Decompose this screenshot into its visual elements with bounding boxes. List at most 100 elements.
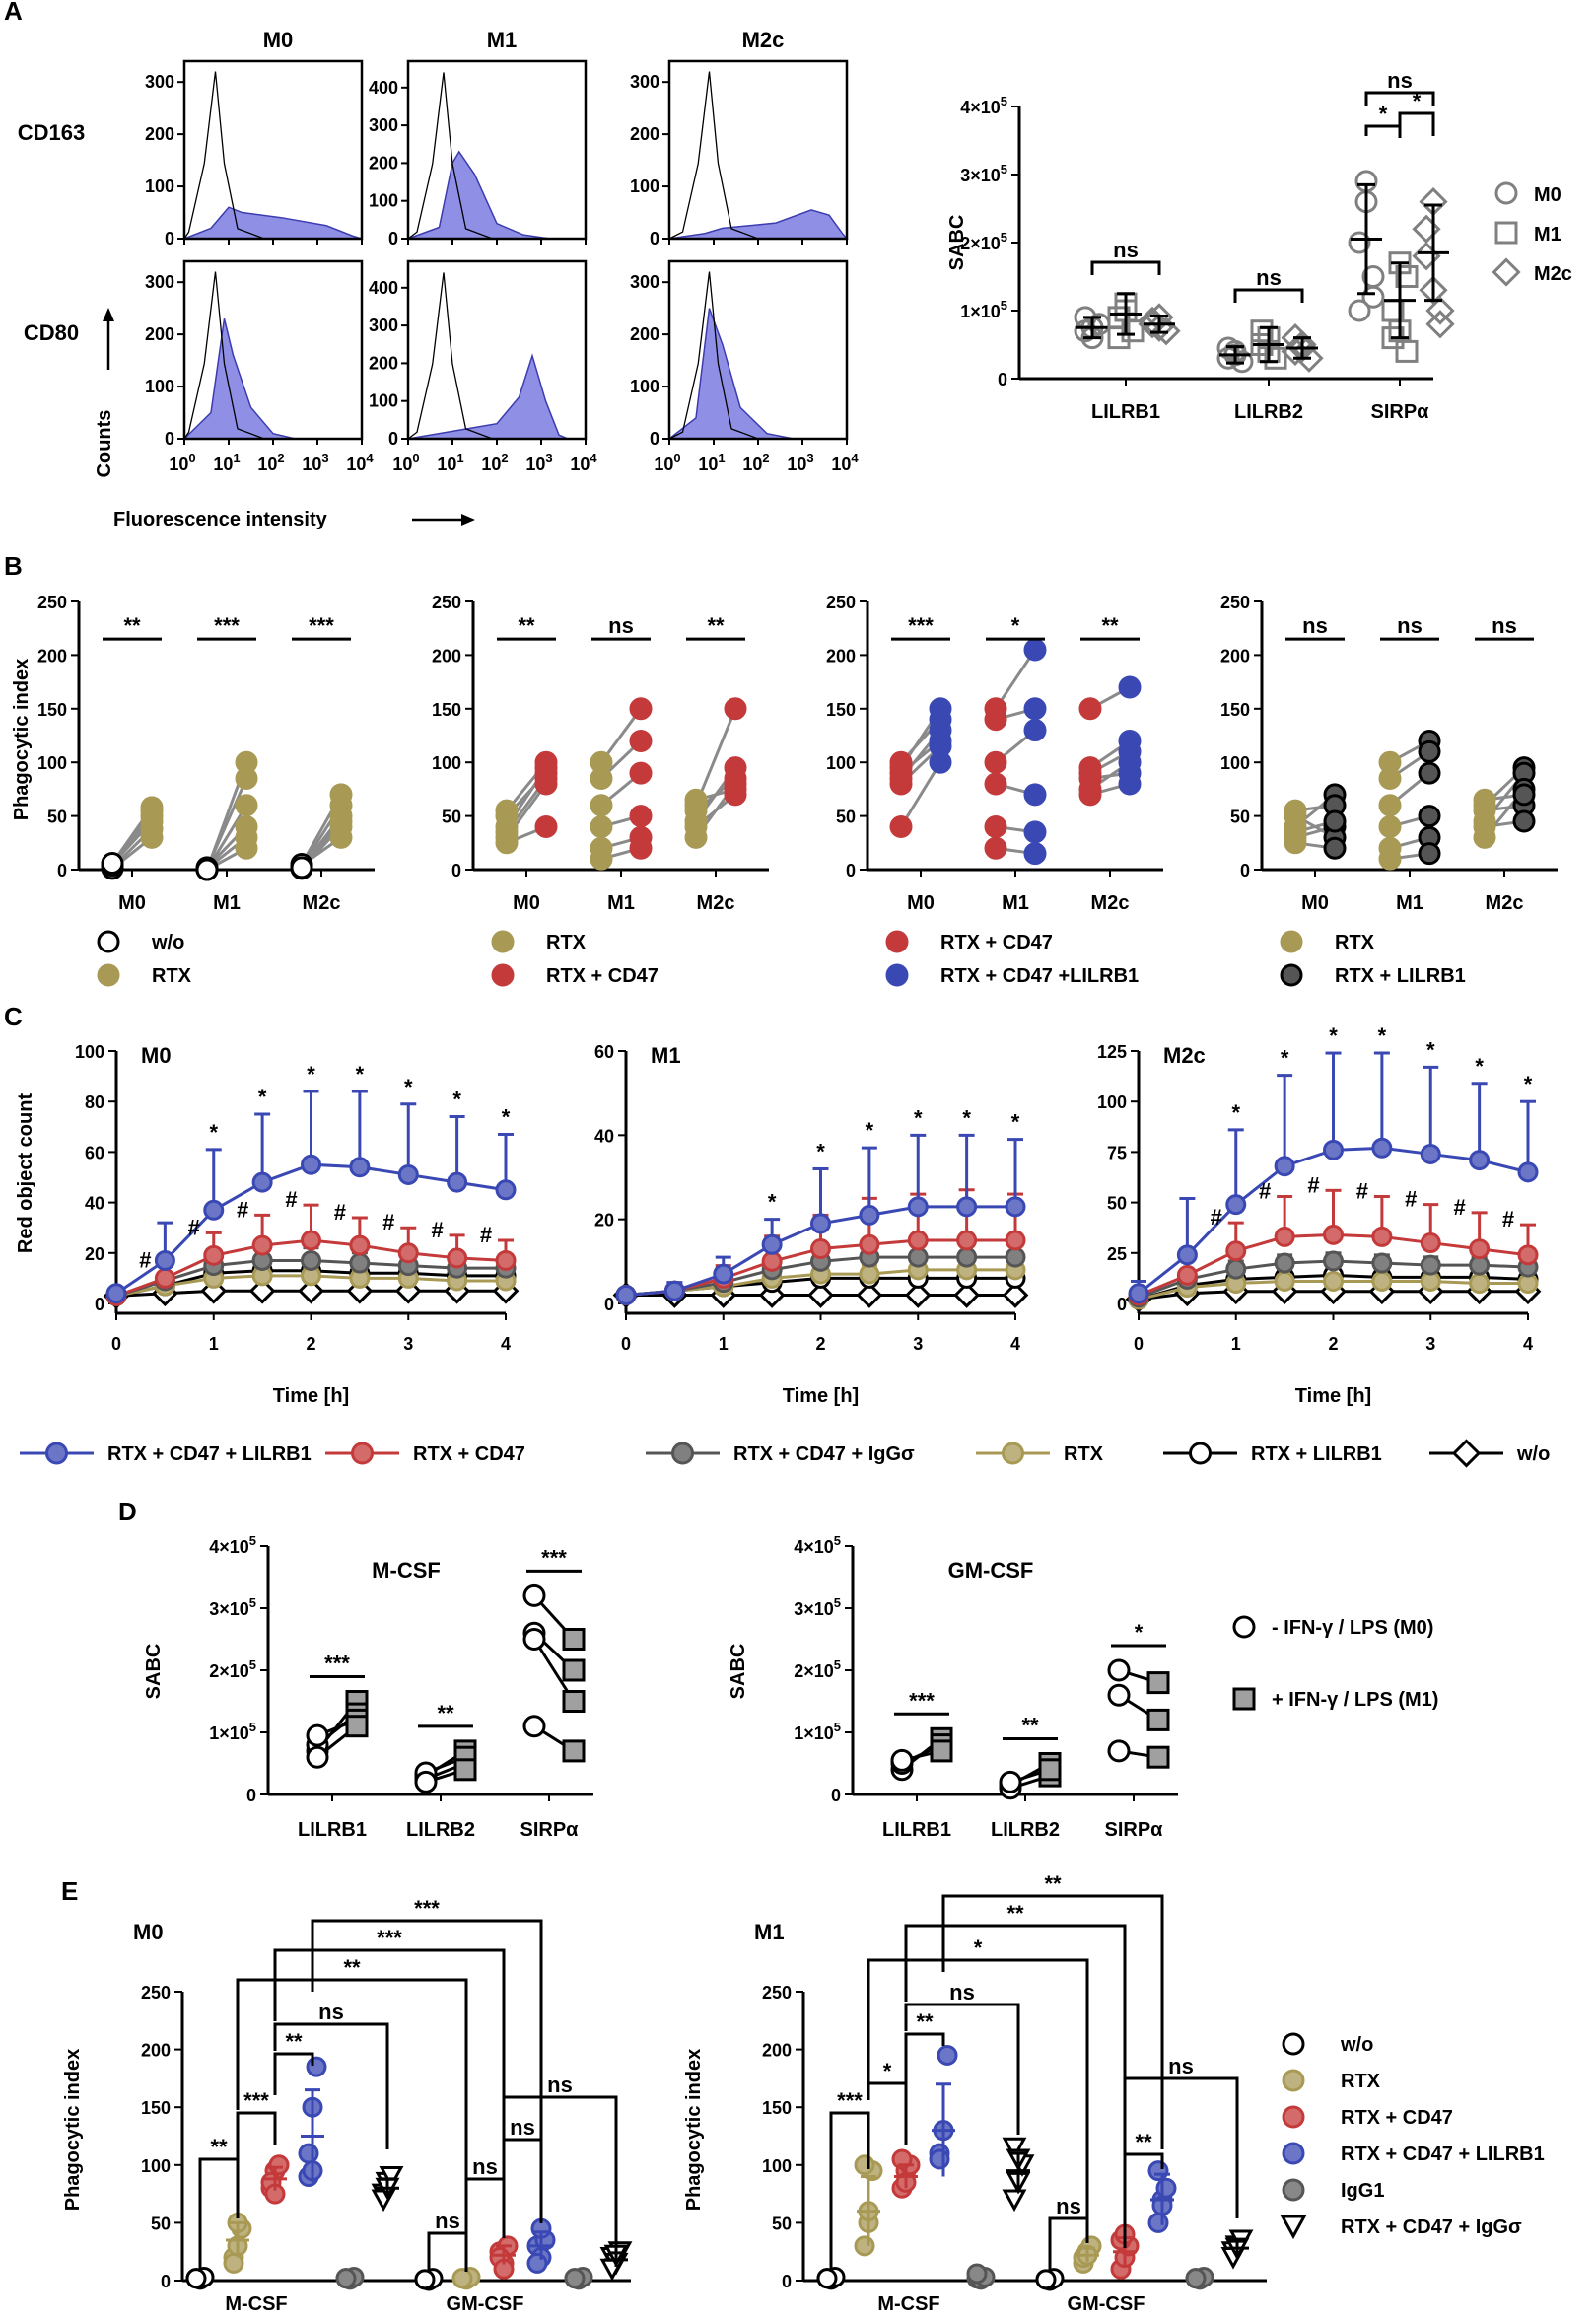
legend-marker-RTX	[1282, 2069, 1305, 2092]
significance-star: *	[1281, 1046, 1289, 1071]
timecourse-chart-M2c: 0 25 50 75 100 125 0 1 2 3 4 M2c Time [h] * * * * * * * # # # #…	[1097, 1023, 1542, 1407]
y-tick-label: 400	[369, 278, 398, 298]
x-group-label: M-CSF	[877, 2293, 939, 2315]
significance-hash: #	[1307, 1172, 1319, 1197]
y-tick-label: 3×105	[794, 1595, 841, 1619]
isotype-histogram-line	[183, 271, 265, 440]
sig-gmcsf-cd47-iggs-label: ns	[1168, 2054, 1194, 2078]
data-point-m0	[414, 1770, 438, 1794]
x-category-label-LILRB2: LILRB2	[1234, 401, 1303, 423]
x-tick-exponent: 4	[590, 451, 597, 465]
legend-marker-RTX	[1002, 1442, 1024, 1465]
histogram-frame	[182, 59, 364, 241]
legend-marker-RTX	[97, 963, 120, 987]
data-point-RTX + CD47 + IgGσ	[907, 1246, 929, 1268]
y-tick-label: 400	[369, 78, 398, 98]
y-tick-label: 150	[37, 700, 67, 720]
timecourse-chart-M1: 0 20 40 60 0 1 2 3 4 M1 Time [h] * * * * * *	[594, 1042, 1029, 1407]
legend-label-RTX + LILRB1: RTX + LILRB1	[1251, 1443, 1382, 1465]
y-tick-label: 100	[630, 176, 659, 196]
sig-M0-label: ***	[908, 613, 934, 638]
x-tick-exponent: 1	[456, 451, 463, 465]
data-point-RTX + CD47 + LILRB1	[251, 1171, 273, 1193]
data-point-RTX	[235, 794, 258, 817]
x-tick-label: 102	[257, 451, 284, 474]
data-point-LILRB2-M2c	[1281, 322, 1310, 353]
significance-star: *	[768, 1190, 777, 1215]
sig-LILRB1-label: ***	[324, 1652, 350, 1676]
significance-star: *	[1231, 1100, 1240, 1125]
x-tick-label: 102	[481, 451, 508, 474]
y-axis-label-phagocytic: Phagocytic index	[683, 2049, 705, 2212]
chart-title-M-CSF: M-CSF	[372, 1558, 441, 1582]
sig-wo-rtx-label: ***	[837, 2088, 863, 2113]
data-point-m1	[453, 1758, 477, 1782]
y-tick-label: 0	[650, 229, 659, 248]
data-point-w/o	[101, 851, 124, 875]
y-tick-label: 200	[630, 124, 659, 144]
isotype-histogram-line	[407, 72, 493, 240]
data-point-m1	[345, 1715, 369, 1738]
data-point-RTX + CD47 +LILRB1	[1023, 842, 1047, 866]
row-title-CD163: CD163	[18, 120, 85, 145]
x-tick-exponent: 4	[851, 451, 859, 465]
legend-label-RTX + LILRB1: RTX + LILRB1	[1335, 965, 1466, 987]
sig-M1-label: ns	[608, 613, 634, 638]
data-point-RTX + CD47 + LILRB1	[956, 1196, 978, 1218]
legend-label-RTX: RTX	[546, 932, 587, 953]
x-category-label-M0: M0	[907, 892, 935, 914]
y-tick-label: 75	[1107, 1143, 1127, 1162]
sig-M2c-label: ns	[1492, 613, 1517, 638]
y-tick-label: 200	[37, 646, 67, 666]
data-point-SIRPα-M1	[1395, 265, 1419, 288]
x-category-label-LILRB2: LILRB2	[991, 1819, 1060, 1841]
pair-connector	[899, 761, 942, 828]
data-point-RTX + CD47 + LILRB1	[713, 1263, 734, 1285]
data-point-LILRB2-M2c	[1287, 333, 1317, 363]
sig-M0-label: ns	[1302, 613, 1328, 638]
data-point-RTX + CD47	[724, 777, 747, 801]
x-group-label: GM-CSF	[447, 2293, 524, 2315]
data-point-RTX + CD47	[1274, 1226, 1295, 1247]
legend-marker-RTX + LILRB1	[1280, 963, 1303, 987]
y-tick-label: 50	[1107, 1194, 1127, 1214]
y-tick-label: 25	[1107, 1244, 1127, 1264]
y-tick-label: 0	[782, 2272, 792, 2291]
data-point-RTX + CD47	[447, 1247, 468, 1269]
sig-M1-label: ***	[214, 613, 240, 638]
data-point-RTX	[1378, 847, 1402, 871]
data-point-RTX + CD47 + LILRB1	[1274, 1156, 1295, 1177]
data-point-RTX + CD47 + LILRB1	[615, 1284, 637, 1305]
y-tick-label: 2×105	[960, 230, 1007, 253]
legend-marker-M0	[1494, 181, 1518, 205]
sig-lilrb2-bracket	[1233, 288, 1304, 303]
legend-marker-RTX + CD47 + IgGσ	[671, 1442, 694, 1465]
significance-star: *	[1475, 1054, 1484, 1079]
x-tick-exponent: 3	[545, 451, 552, 465]
data-point-RTX + CD47 + LILRB1	[397, 1163, 419, 1185]
panel-label-b-text: B	[4, 551, 23, 581]
x-axis-label-time: Time [h]	[783, 1385, 859, 1407]
y-tick-label: 3×105	[960, 162, 1007, 185]
y-tick-label: 300	[145, 272, 174, 292]
x-axis-label-time: Time [h]	[1295, 1385, 1371, 1407]
data-point-RTX	[1284, 820, 1307, 844]
data-point-RTX + CD47 + LILRB1	[1469, 1150, 1491, 1171]
data-point-RTX	[451, 2268, 473, 2289]
y-tick-label: 200	[145, 124, 174, 144]
legend-marker-RTX + CD47	[1282, 2105, 1305, 2129]
legend-marker-RTX + CD47 + IgGσ	[1280, 2215, 1307, 2240]
sig-rtx-mcsf-gmcsf-label: *	[974, 1935, 983, 1960]
data-point-SIRPα-M2c	[1412, 214, 1441, 244]
significance-hash: #	[334, 1200, 346, 1225]
x-tick-label: 104	[831, 451, 859, 474]
y-tick-label: 60	[594, 1042, 614, 1062]
x-category-label-LILRB1: LILRB1	[298, 1819, 367, 1841]
sig-rtx-mcsf-gmcsf-label: **	[343, 1955, 361, 1980]
y-tick-label: 40	[85, 1194, 104, 1214]
data-point-SIRPα-M0	[1348, 299, 1371, 322]
data-point-RTX + CD47 + LILRB1	[349, 1157, 371, 1178]
sig-cd47-mcsf-gmcsf-label: ***	[377, 1926, 402, 1950]
